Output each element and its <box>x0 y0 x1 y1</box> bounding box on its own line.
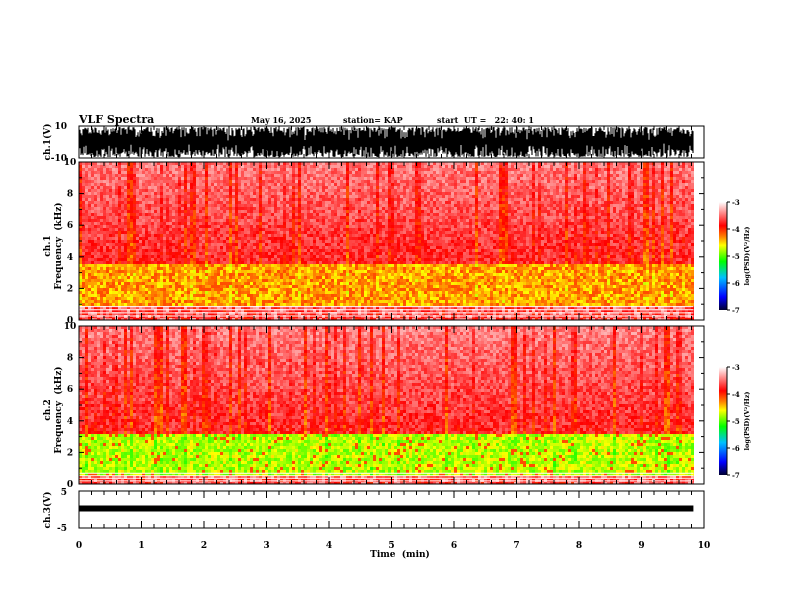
colorbar-tick-label: -5 <box>732 417 740 426</box>
time-axis-title: Time (min) <box>370 549 430 560</box>
xtick-label: 7 <box>513 541 519 551</box>
ytick-label: 8 <box>67 190 73 200</box>
xtick-label: 6 <box>451 541 457 551</box>
ch2-spectrogram-image <box>79 326 694 484</box>
ytick-label: 4 <box>67 417 73 427</box>
xtick-label: 9 <box>638 541 644 551</box>
ch2-ylabel-channel: ch.2 <box>43 399 53 420</box>
colorbar-label: log(PSD)(V²/Hz) <box>743 227 751 286</box>
ytick-label: 6 <box>67 221 73 231</box>
colorbar-gradient <box>719 367 727 475</box>
ch1-colorbar: -3 -4 -5 -6 -7 log(PSD)(V²/Hz) <box>719 198 751 315</box>
ch1-spectrogram-image <box>79 162 694 320</box>
ch3-waveform-trace <box>79 505 694 512</box>
colorbar-tick-label: -7 <box>732 471 740 480</box>
xtick-label: 3 <box>263 541 269 551</box>
ytick-label: 2 <box>67 448 73 458</box>
ytick-label: 0 <box>67 316 73 326</box>
time-axis-labels: 0 1 2 3 4 5 6 7 8 9 10 <box>76 541 710 551</box>
ch1-spectrogram-panel: 0 2 4 6 8 10 ch.1 Frequency (kHz) <box>43 158 705 326</box>
xtick-label: 8 <box>576 541 582 551</box>
colorbar-tick-label: -4 <box>732 390 740 399</box>
ytick-label: 0 <box>67 480 73 490</box>
ch1-waveform-line <box>79 127 694 157</box>
time-axis-ticks <box>78 126 705 528</box>
ytick-label: 6 <box>67 385 73 395</box>
xtick-label: 5 <box>388 541 394 551</box>
station-label: station= KAP <box>343 115 403 125</box>
ch3-ytick-bottom: -5 <box>57 524 67 534</box>
xtick-label: 10 <box>698 541 711 551</box>
ch1-waveform-trace <box>79 127 694 157</box>
ch2-spectrogram-panel: 0 2 4 6 8 10 ch.2 Frequency (kHz) <box>43 322 705 490</box>
colorbar-tick-label: -5 <box>732 252 740 261</box>
colorbar-tick-label: -6 <box>732 444 740 453</box>
ch3-ylabel: ch.3(V) <box>42 492 53 529</box>
start-time-label: start UT = 22: 40: 1 <box>437 115 534 125</box>
colorbar-tick-label: -3 <box>732 198 740 207</box>
ch1-ytick-bottom: -10 <box>51 154 67 164</box>
colorbar-gradient <box>719 202 727 310</box>
ytick-label: 10 <box>64 322 77 332</box>
ytick-label: 10 <box>64 158 77 168</box>
ch1-ylabel: ch.1(V) <box>42 124 53 161</box>
ch3-ytick-top: 5 <box>61 488 67 498</box>
ytick-label: 2 <box>67 284 73 294</box>
ch1-ylabel-frequency: Frequency (kHz) <box>53 202 64 289</box>
ch2-frequency-ticks: 0 2 4 6 8 10 <box>64 322 704 490</box>
colorbar-tick-label: -4 <box>732 225 740 234</box>
figure-title: VLF Spectra <box>78 113 154 126</box>
xtick-label: 4 <box>326 541 332 551</box>
ytick-label: 4 <box>67 253 73 263</box>
xtick-label: 2 <box>201 541 207 551</box>
ch3-waveform-line <box>79 505 694 512</box>
ch1-frequency-ticks: 0 2 4 6 8 10 <box>64 158 704 326</box>
colorbar-tick-label: -6 <box>732 279 740 288</box>
colorbar-label: log(PSD)(V²/Hz) <box>743 392 751 451</box>
ch1-ytick-top: 10 <box>54 122 67 132</box>
date-label: May 16, 2025 <box>251 115 311 125</box>
xtick-label: 1 <box>138 541 144 551</box>
colorbar-tick-label: -3 <box>732 363 740 372</box>
ch1-ylabel-channel: ch.1 <box>43 235 53 256</box>
colorbar-tick-label: -7 <box>732 306 740 315</box>
xtick-label: 0 <box>76 541 82 551</box>
ch2-colorbar: -3 -4 -5 -6 -7 log(PSD)(V²/Hz) <box>719 363 751 480</box>
ytick-label: 8 <box>67 354 73 364</box>
ch2-ylabel-frequency: Frequency (kHz) <box>53 366 64 453</box>
